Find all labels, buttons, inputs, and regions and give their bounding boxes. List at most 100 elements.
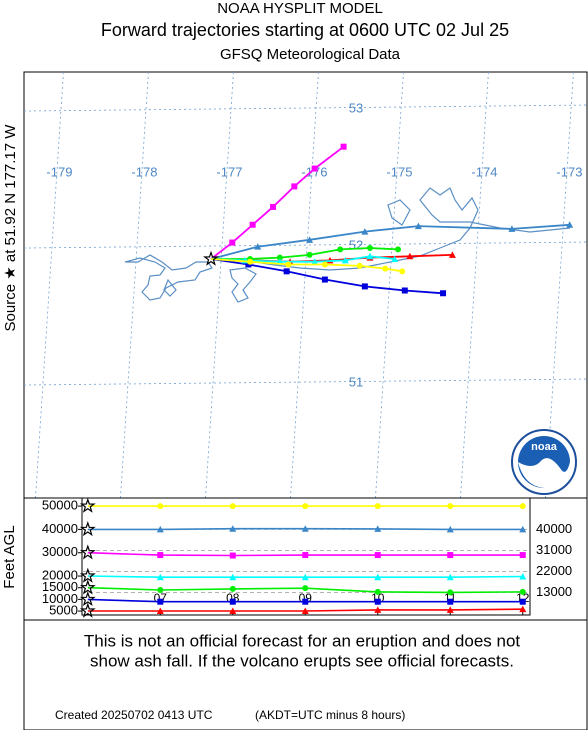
- marker: [245, 261, 252, 268]
- marker: [366, 245, 373, 252]
- marker: [302, 585, 309, 592]
- marker: [519, 503, 526, 510]
- marker: [337, 246, 344, 253]
- title: Forward trajectories starting at 0600 UT…: [101, 20, 509, 40]
- lon-grid-line: [205, 72, 234, 498]
- marker: [156, 525, 164, 533]
- y-tick-label: 10000: [42, 591, 78, 606]
- source-star: [79, 521, 96, 537]
- marker: [566, 221, 574, 228]
- right-label: 31000: [536, 542, 572, 557]
- marker: [157, 503, 164, 510]
- marker: [519, 588, 526, 595]
- footer-frame: [23, 619, 588, 730]
- marker: [361, 283, 368, 290]
- marker: [446, 573, 454, 581]
- created: Created 20250702 0413 UTC: [55, 708, 213, 722]
- map-frame: [23, 71, 588, 499]
- lon-grid-line: [545, 72, 574, 498]
- y-tick-label: 20000: [42, 567, 78, 582]
- marker: [414, 222, 422, 230]
- marker: [291, 183, 298, 190]
- marker: [440, 290, 447, 297]
- marker: [156, 573, 164, 581]
- marker: [301, 607, 309, 615]
- marker: [157, 587, 164, 594]
- noaa-logo: noaa: [511, 429, 577, 495]
- marker: [447, 598, 454, 605]
- marker: [229, 585, 236, 592]
- lon-label: -173: [556, 164, 582, 179]
- lat-grid-line: [24, 378, 587, 386]
- source-star: [203, 250, 219, 266]
- marker: [508, 225, 516, 232]
- time-note: (AKDT=UTC minus 8 hours): [255, 708, 405, 722]
- y-tick-label: 50000: [42, 498, 78, 513]
- marker: [157, 552, 164, 559]
- lon-grid-line: [460, 72, 489, 498]
- right-label: 13000: [536, 584, 572, 599]
- source-star: [79, 544, 96, 560]
- marker: [229, 607, 237, 615]
- source-star: [79, 567, 96, 583]
- marker: [374, 525, 382, 532]
- marker: [406, 252, 414, 260]
- marker: [446, 525, 454, 533]
- marker: [447, 552, 454, 559]
- marker: [306, 236, 314, 243]
- marker: [247, 258, 254, 265]
- marker: [374, 588, 381, 595]
- lat-grid-line: [24, 104, 587, 112]
- marker: [519, 605, 527, 613]
- lon-grid-line: [35, 72, 64, 498]
- marker: [341, 256, 349, 264]
- marker: [399, 268, 406, 275]
- marker: [374, 606, 382, 613]
- marker: [519, 573, 527, 580]
- marker: [448, 251, 456, 258]
- marker: [340, 143, 347, 150]
- y-tick-label: 15000: [42, 579, 78, 594]
- marker: [306, 251, 313, 258]
- marker: [302, 598, 309, 605]
- marker: [229, 573, 237, 581]
- right-label: 22000: [536, 563, 572, 578]
- source-star: [79, 602, 96, 618]
- lon-label: -178: [131, 164, 157, 179]
- lat-label: 52: [349, 237, 363, 252]
- lon-label: -175: [386, 164, 412, 179]
- marker: [519, 552, 526, 559]
- source-star: [79, 497, 96, 513]
- marker: [302, 552, 309, 559]
- right-label: 40000: [536, 521, 572, 536]
- marker: [301, 573, 309, 581]
- marker: [285, 261, 292, 268]
- coastline: [124, 187, 571, 303]
- lat-label: 51: [349, 374, 363, 389]
- marker: [311, 165, 318, 172]
- marker: [254, 243, 262, 250]
- marker: [391, 255, 399, 262]
- source-label: Source ★ at 51.92 N 177.17 W: [2, 124, 19, 332]
- disclaimer: This is not an official forecast for an …: [84, 631, 521, 650]
- y-tick-label: 40000: [42, 521, 78, 536]
- y-tick-label: 30000: [42, 544, 78, 559]
- marker: [321, 276, 328, 283]
- marker: [447, 503, 454, 510]
- marker: [229, 239, 236, 246]
- marker: [519, 598, 526, 605]
- subtitle: GFSQ Meteorological Data: [220, 46, 401, 63]
- marker: [447, 589, 454, 596]
- marker: [321, 261, 328, 268]
- marker: [446, 606, 454, 613]
- marker: [366, 252, 374, 260]
- svg-text:noaa: noaa: [531, 441, 558, 453]
- marker: [283, 268, 290, 275]
- title: NOAA HYSPLIT MODEL: [217, 0, 383, 17]
- marker: [229, 525, 237, 532]
- height-plot-frame: [81, 497, 531, 616]
- marker: [361, 228, 369, 235]
- marker: [229, 552, 236, 559]
